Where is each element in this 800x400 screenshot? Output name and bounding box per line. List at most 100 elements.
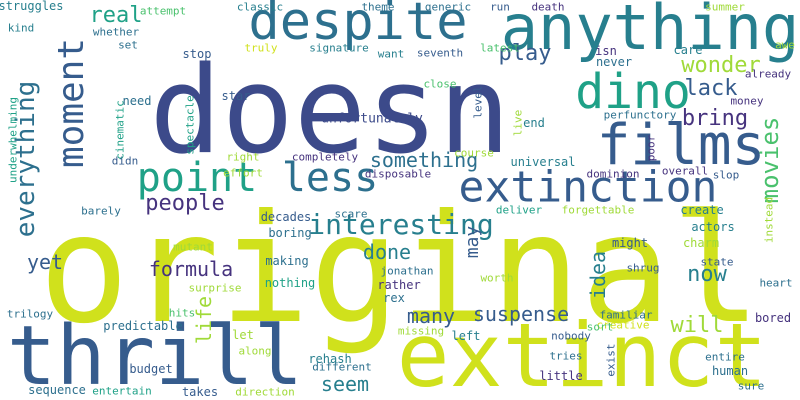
word-sequence: sequence (28, 383, 86, 397)
word-live: live (511, 109, 525, 137)
word-surprise: surprise (188, 281, 242, 295)
word-making: making (265, 254, 309, 268)
word-seventh: seventh (416, 46, 464, 60)
word-something: something (369, 148, 479, 172)
word-state: state (700, 255, 734, 269)
word-exist: exist (604, 343, 618, 377)
word-takes: takes (181, 385, 219, 399)
word-done: done (362, 240, 412, 264)
word-kind: kind (7, 21, 35, 35)
word-underwhelming: underwhelming (6, 96, 20, 184)
word-yet: yet (26, 250, 64, 274)
word-slop: slop (712, 168, 740, 182)
word-scare: scare (334, 207, 368, 221)
word-films: films (596, 113, 766, 178)
word-close: close (423, 77, 457, 91)
word-doesn: doesn (149, 42, 511, 181)
word-extinction: extinction (458, 162, 718, 213)
word-predictable: predictable (103, 319, 183, 333)
word-rather: rather (377, 278, 421, 292)
word-want: want (377, 47, 405, 61)
word-awe: awe (775, 38, 795, 52)
word-completely: completely (291, 150, 359, 164)
word-creative: creative (596, 318, 650, 332)
word-trilogy: trilogy (6, 307, 54, 321)
word-unfortunately: unfortunately (321, 111, 423, 127)
word-already: already (744, 67, 792, 81)
word-sure: sure (737, 379, 765, 393)
word-actors: actors (691, 220, 735, 234)
word-money: money (730, 94, 764, 108)
word-isn: isn (595, 44, 617, 58)
word-instead: instead (762, 196, 776, 244)
word-mutant: mutant (173, 240, 213, 254)
word-missing: missing (397, 324, 445, 338)
word-whether: whether (92, 25, 140, 39)
word-suspense: suspense (472, 302, 570, 326)
word-let: let (232, 328, 254, 342)
word-thrill: thrill (6, 309, 304, 400)
word-entertain: entertain (92, 384, 152, 398)
word-left: left (451, 329, 481, 343)
word-nobody: nobody (551, 329, 591, 343)
word-need: need (122, 94, 152, 108)
word-different: different (312, 360, 372, 374)
word-bored: bored (754, 311, 792, 325)
word-charm: charm (682, 236, 720, 250)
word-latest: latest (480, 41, 520, 55)
word-universal: universal (510, 155, 576, 169)
word-care: care (673, 43, 703, 57)
word-now: now (687, 262, 727, 287)
word-extinct: extinct (396, 304, 768, 400)
word-spectacle: spectacle (183, 95, 197, 155)
word-people: people (145, 191, 225, 216)
word-movies: movies (756, 116, 784, 204)
word-human: human (711, 364, 749, 378)
word-play: play (498, 41, 552, 66)
word-struggles: struggles (0, 0, 64, 13)
word-star: star (221, 89, 251, 103)
word-rex: rex (383, 291, 405, 305)
word-classic: classic (236, 0, 284, 14)
word-less: less (281, 155, 379, 201)
word-many: many (406, 304, 456, 328)
word-worth: worth (480, 271, 514, 285)
word-attempt: attempt (139, 4, 187, 18)
word-barely: barely (81, 204, 121, 218)
word-create: create (680, 203, 724, 217)
word-cinematic: cinematic (113, 100, 127, 160)
word-summer: summer (705, 0, 745, 14)
word-lack: lack (684, 76, 738, 101)
word-heart: heart (759, 276, 793, 290)
word-shrug: shrug (626, 261, 660, 275)
word-stop: stop (182, 47, 212, 61)
word-didn: didn (111, 154, 139, 168)
word-along: along (238, 344, 272, 358)
word-formula: formula (148, 257, 234, 281)
word-boring: boring (268, 226, 312, 240)
word-nothing: nothing (264, 276, 316, 290)
word-seem: seem (320, 372, 370, 396)
word-dino: dino (575, 64, 691, 120)
word-real: real (89, 3, 143, 28)
word-point: point (136, 155, 258, 201)
word-life: life (192, 295, 216, 345)
word-disposable: disposable (364, 167, 432, 181)
word-perfunctory: perfunctory (603, 108, 677, 122)
word-overall: overall (661, 164, 709, 178)
word-generic: generic (424, 0, 472, 14)
word-original: original (38, 183, 762, 357)
word-level: level (471, 85, 485, 119)
word-course: course (454, 146, 494, 160)
word-theme: theme (361, 0, 395, 14)
word-end: end (523, 116, 545, 130)
word-hits: hits (168, 306, 196, 320)
word-decades: decades (260, 210, 312, 224)
word-poor: poor (644, 134, 658, 162)
word-tries: tries (549, 349, 583, 363)
word-budget: budget (129, 362, 173, 376)
word-never: never (595, 55, 633, 69)
word-jonathan: jonathan (380, 264, 434, 278)
word-little: little (539, 369, 583, 383)
